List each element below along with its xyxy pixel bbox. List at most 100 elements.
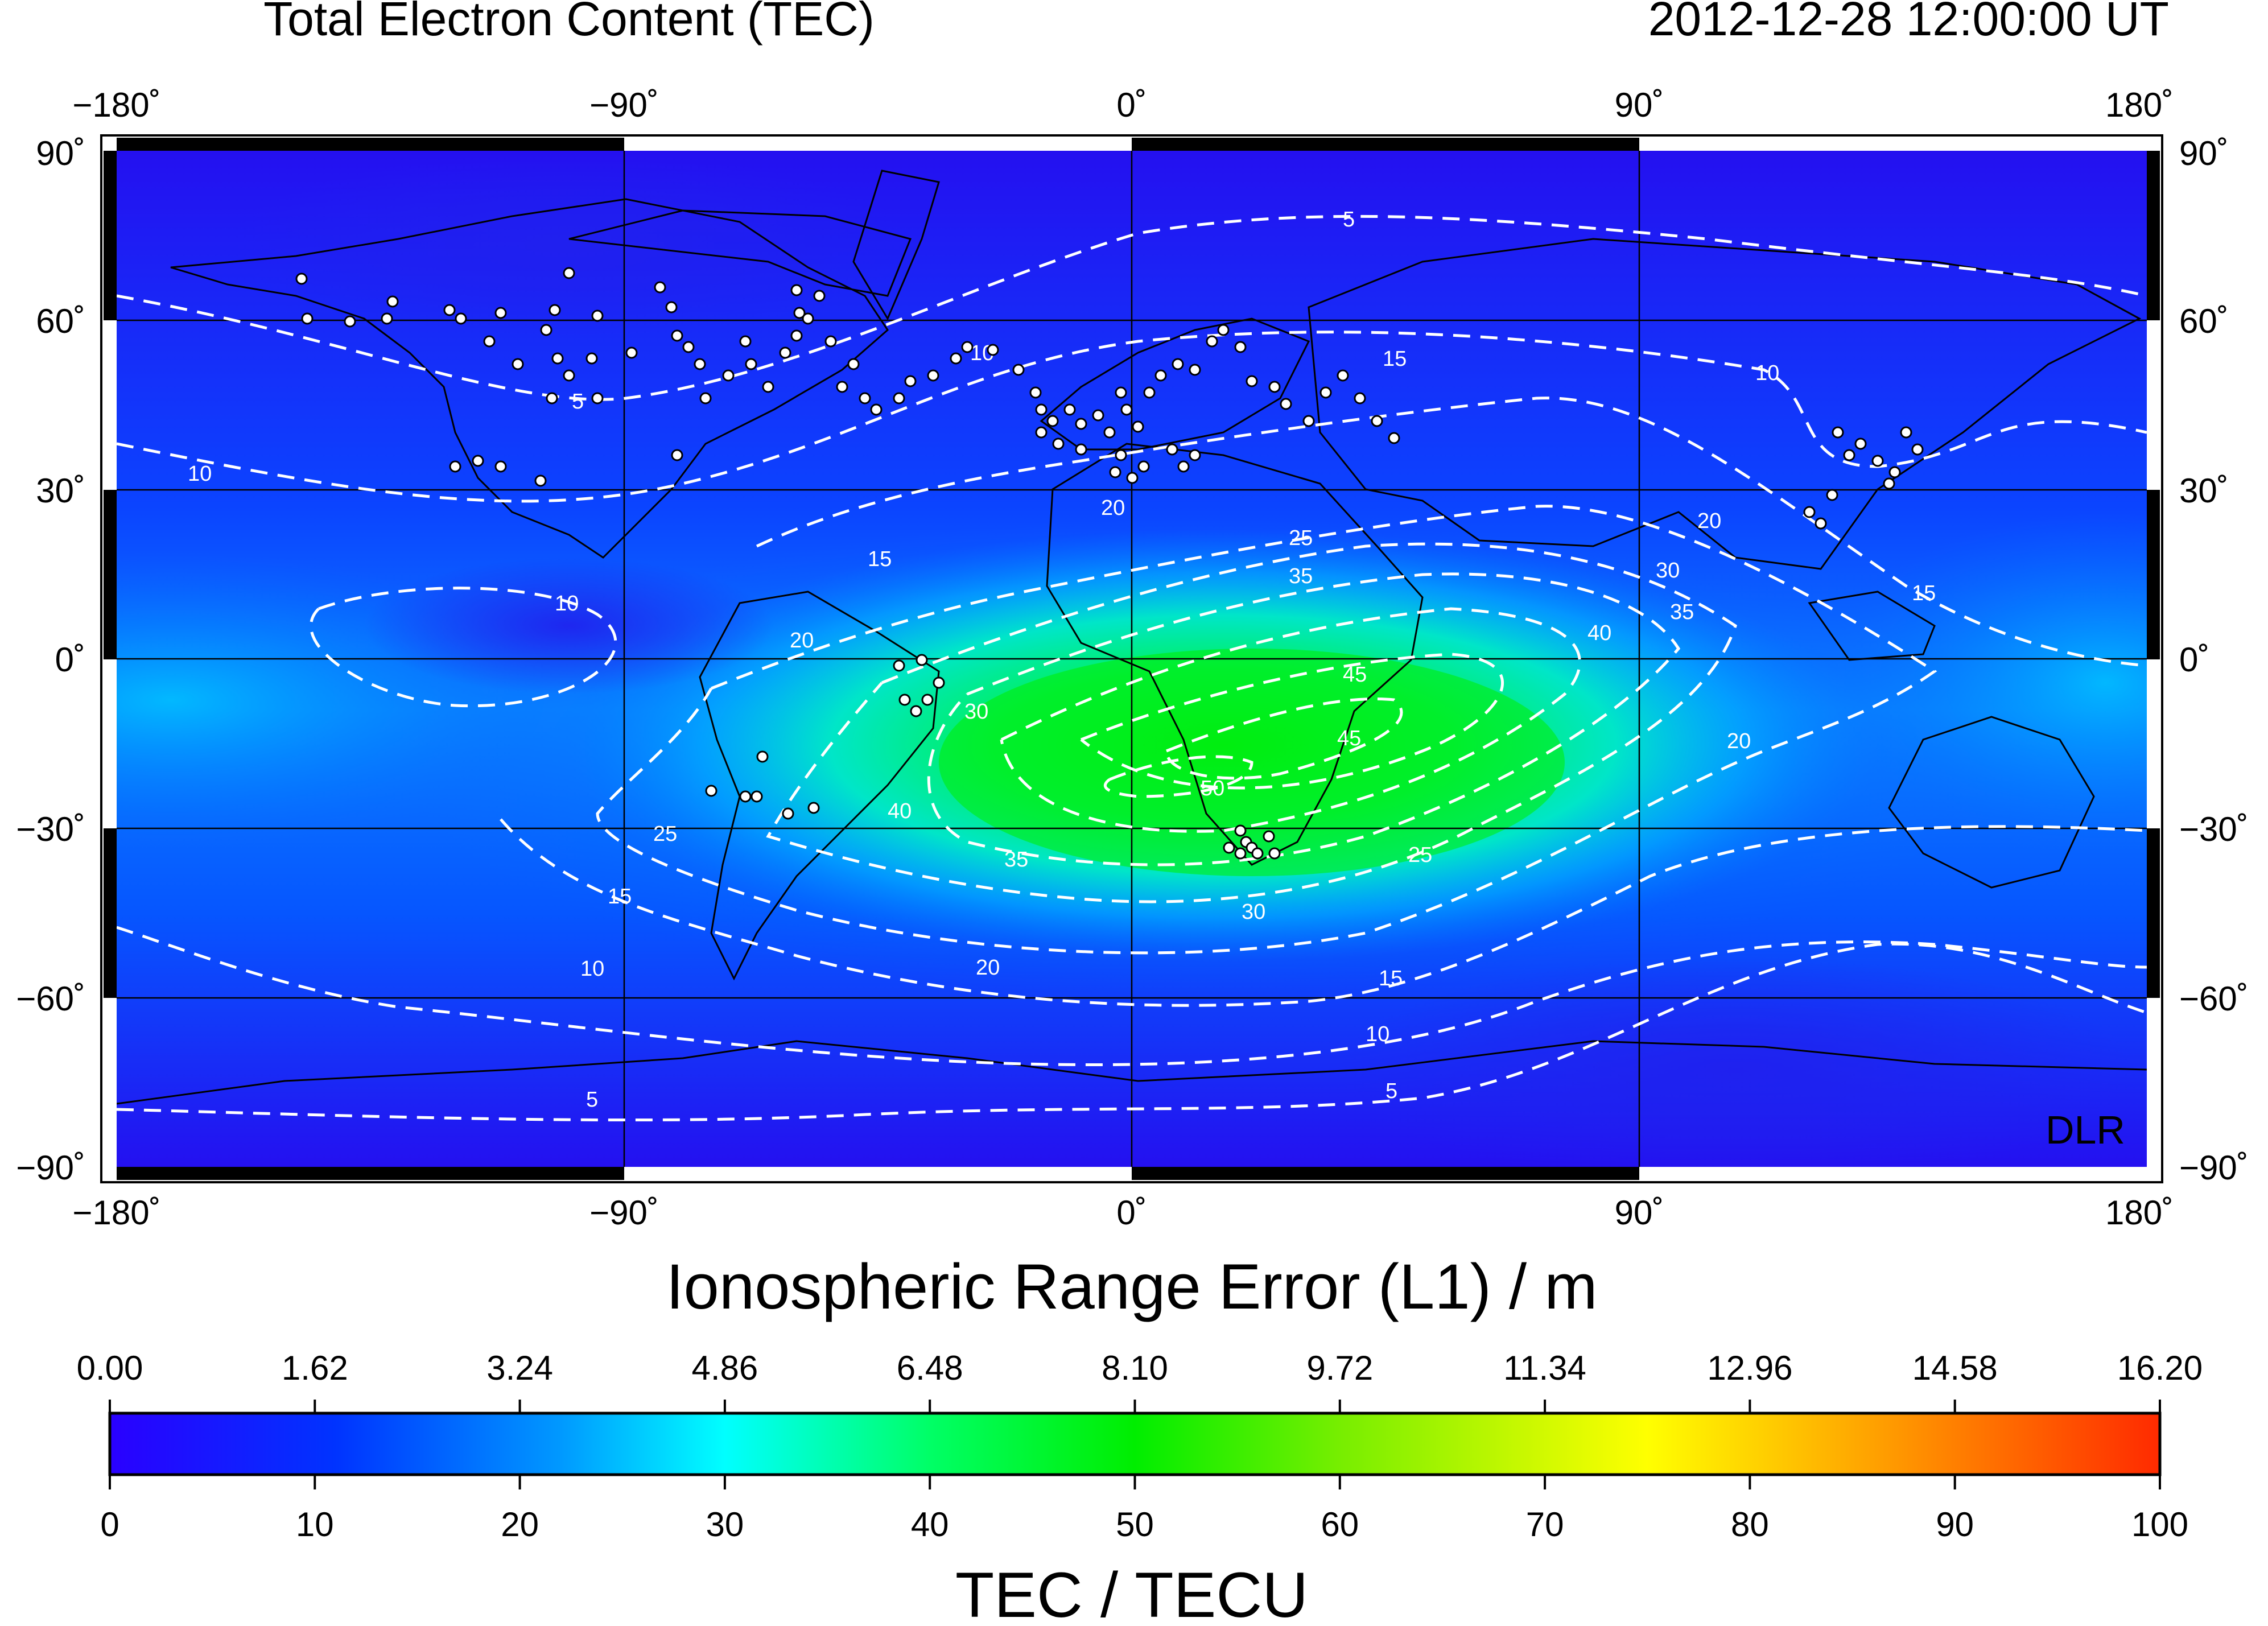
station-marker <box>1843 449 1855 461</box>
station-marker <box>549 304 561 316</box>
station-marker <box>859 392 871 405</box>
contour-label: 20 <box>790 629 814 653</box>
contour-label: 25 <box>653 822 677 846</box>
station-marker <box>472 455 484 467</box>
contour-label: 15 <box>1912 581 1936 605</box>
station-marker <box>1234 341 1247 353</box>
lat-label: −90˚ <box>16 1149 85 1187</box>
tec-tick: 100 <box>2131 1505 2188 1544</box>
lon-label: 90˚ <box>1615 1194 1664 1232</box>
station-marker <box>870 403 883 416</box>
tec-tick: 20 <box>501 1505 539 1544</box>
contour-label: 15 <box>1383 347 1407 371</box>
station-marker <box>1888 466 1901 478</box>
africa-outline <box>1046 443 1424 866</box>
station-marker <box>1120 403 1133 416</box>
range-error-tick: 3.24 <box>486 1349 553 1387</box>
station-marker <box>494 460 507 473</box>
station-marker <box>699 392 712 405</box>
lat-label: −30˚ <box>16 810 85 848</box>
tec-ticks: 0 10 20 30 40 50 60 70 80 90 100 <box>100 1475 2188 1544</box>
station-marker <box>563 267 575 279</box>
station-marker <box>546 392 558 405</box>
contour-label: 10 <box>1366 1022 1389 1046</box>
station-marker <box>1189 364 1201 376</box>
station-marker <box>494 307 507 319</box>
tec-tick: 60 <box>1321 1505 1359 1544</box>
tec-tick: 50 <box>1116 1505 1154 1544</box>
tec-tick: 30 <box>706 1505 744 1544</box>
contour-labels: 5 5 5 5 10 10 10 10 10 10 15 15 15 15 15… <box>188 208 1936 1112</box>
station-marker <box>1815 517 1827 530</box>
station-marker <box>1832 426 1844 439</box>
contour-label: 35 <box>1670 600 1694 624</box>
range-error-tick: 12.96 <box>1707 1349 1792 1387</box>
canadian-arctic-outline <box>568 209 912 297</box>
indonesia-outline <box>1808 591 1936 661</box>
contour-5-south <box>117 942 2147 1122</box>
range-error-tick: 16.20 <box>2117 1349 2203 1387</box>
range-error-tick: 9.72 <box>1306 1349 1373 1387</box>
tec-contours <box>117 214 2147 1122</box>
station-marker <box>1166 443 1178 456</box>
contour-label: 15 <box>868 547 892 571</box>
station-marker <box>802 312 814 325</box>
station-marker <box>1035 426 1048 439</box>
contour-label: 30 <box>1656 559 1680 583</box>
station-marker <box>534 474 547 487</box>
lat-label: −90˚ <box>2179 1149 2249 1187</box>
south-america-outline <box>699 591 940 981</box>
lon-label: 90˚ <box>1615 86 1664 124</box>
station-marker <box>782 807 794 820</box>
contour-label: 5 <box>572 390 584 414</box>
station-marker <box>1223 841 1235 854</box>
lon-label: 0˚ <box>1116 1194 1147 1232</box>
lat-label: 60˚ <box>2179 302 2229 340</box>
station-marker <box>1063 403 1076 416</box>
station-marker <box>950 352 962 365</box>
station-marker <box>1109 466 1121 478</box>
station-marker <box>1075 418 1087 430</box>
station-marker <box>295 273 308 285</box>
contour-label: 40 <box>1587 621 1611 645</box>
station-marker <box>386 295 399 308</box>
map-title: Total Electron Content (TEC) <box>263 0 875 46</box>
station-marker <box>756 750 769 763</box>
contour-label: 25 <box>1289 526 1313 550</box>
range-error-tick: 1.62 <box>282 1349 348 1387</box>
station-marker <box>739 335 752 348</box>
range-error-tick: 11.34 <box>1503 1349 1586 1387</box>
station-marker <box>1911 443 1924 456</box>
station-marker <box>1206 335 1218 348</box>
contour-label: 35 <box>1289 564 1313 588</box>
contour-50 <box>1104 755 1253 798</box>
station-marker <box>813 290 826 302</box>
contour-40 <box>1080 653 1504 790</box>
station-marker <box>1337 369 1349 382</box>
tec-colorbar <box>108 1412 2162 1476</box>
lon-label: 0˚ <box>1116 86 1147 124</box>
contour-label: 10 <box>555 592 579 616</box>
station-marker <box>1371 415 1383 427</box>
station-marker <box>671 449 683 461</box>
station-marker <box>1103 426 1116 439</box>
lat-label: 0˚ <box>55 641 85 679</box>
range-error-tick: 0.00 <box>77 1349 143 1387</box>
station-marker <box>654 281 666 294</box>
station-marker <box>762 381 774 393</box>
station-marker <box>671 329 683 342</box>
station-marker <box>563 369 575 382</box>
station-marker <box>1251 847 1264 860</box>
range-error-title: Ionospheric Range Error (L1) / m <box>666 1251 1597 1322</box>
station-marker <box>591 309 604 322</box>
lat-label: 90˚ <box>2179 134 2229 172</box>
station-marker <box>512 358 524 370</box>
station-marker <box>301 312 314 325</box>
tec-tick: 80 <box>1731 1505 1769 1544</box>
station-marker <box>1354 392 1366 405</box>
station-marker <box>1246 375 1258 387</box>
station-marker <box>1826 489 1838 501</box>
lat-label: −60˚ <box>16 980 85 1018</box>
tec-tick: 40 <box>911 1505 949 1544</box>
